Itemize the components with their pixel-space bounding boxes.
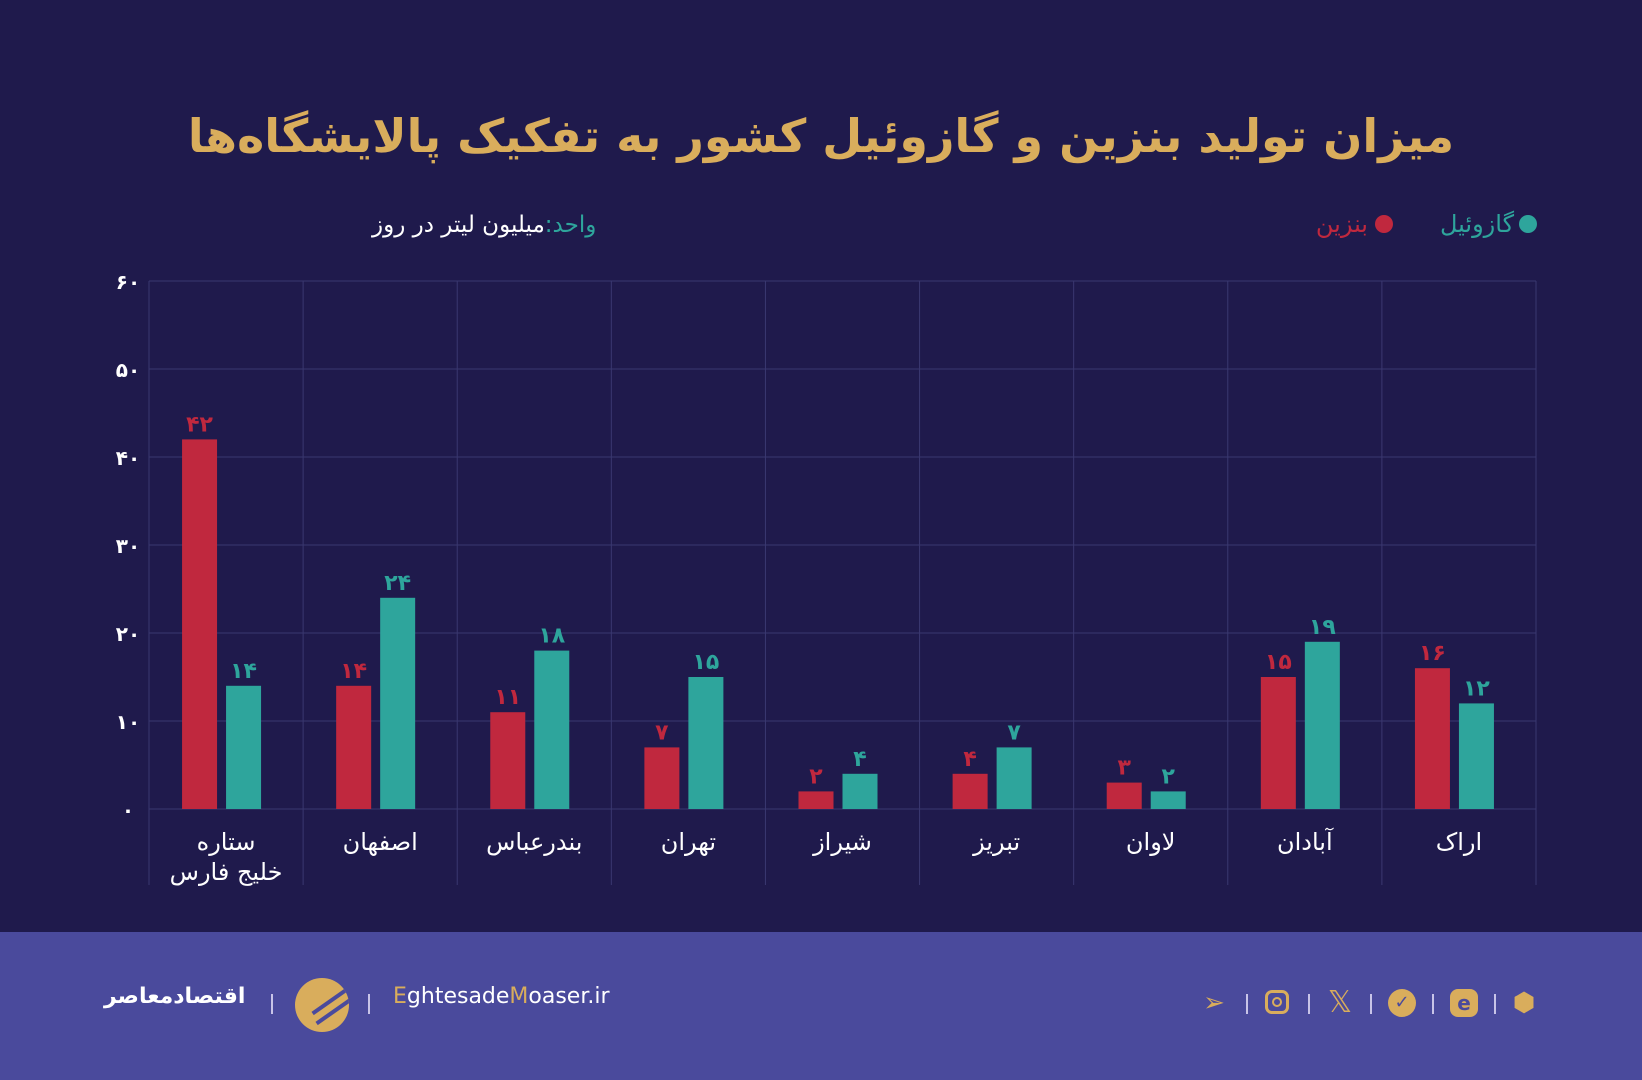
y-tick-label: ۱۰ — [116, 710, 140, 734]
x-tick-label: ستاره — [197, 828, 256, 856]
unit-value: میلیون لیتر در روز — [371, 212, 545, 238]
bar-diesel — [1304, 641, 1340, 809]
data-label: ۱۲ — [1463, 676, 1490, 701]
divider — [1246, 994, 1248, 1014]
data-label: ۱۴ — [230, 659, 257, 684]
y-tick-label: ۰ — [122, 798, 134, 822]
site-m: M — [509, 984, 529, 1009]
data-label: ۴۲ — [186, 412, 213, 437]
legend-label-petrol: بنزین — [1316, 210, 1368, 238]
bar-chart: میزان تولید بنزین و گازوئیل کشور به تفکی… — [116, 109, 1537, 886]
legend-marker-petrol — [1375, 215, 1393, 233]
divider — [1494, 994, 1496, 1014]
site-e: E — [393, 984, 407, 1009]
x-tick-label: شیراز — [812, 828, 872, 856]
bar-diesel — [688, 677, 724, 809]
site-part: ghtesade — [406, 984, 510, 1009]
eitaa-icon[interactable]: e — [1448, 987, 1480, 1019]
x-tick-label: بندرعباس — [486, 828, 582, 856]
legend-marker-diesel — [1519, 215, 1537, 233]
divider — [368, 994, 370, 1014]
y-tick-label: ۵۰ — [116, 358, 140, 382]
x-tick-label: اراک — [1436, 828, 1482, 856]
chart-title: میزان تولید بنزین و گازوئیل کشور به تفکی… — [188, 109, 1454, 164]
bar-petrol — [490, 712, 526, 809]
bale-icon[interactable]: ✓ — [1386, 987, 1418, 1019]
data-label: ۱۶ — [1419, 641, 1446, 666]
bar-diesel — [1150, 791, 1186, 809]
x-tick-label: تبریز — [972, 828, 1020, 856]
data-label: ۴ — [963, 747, 976, 772]
divider — [1370, 994, 1372, 1014]
bar-petrol — [182, 439, 218, 809]
x-tick-label: تهران — [661, 828, 716, 856]
brand-logo — [295, 978, 349, 1032]
bar-diesel — [842, 773, 878, 809]
brand-name: اقتصادمعاصر — [104, 984, 246, 1009]
data-label: ۳ — [1118, 756, 1132, 781]
legend-label-diesel: گازوئیل — [1440, 210, 1515, 238]
data-label: ۱۵ — [692, 650, 719, 675]
divider — [1308, 994, 1310, 1014]
unit-label: واحد: — [545, 212, 597, 238]
bar-diesel — [996, 747, 1032, 809]
data-label: ۲۴ — [384, 571, 411, 596]
data-label: ۱۵ — [1265, 650, 1292, 675]
bar-petrol — [798, 791, 834, 809]
rubika-icon[interactable]: ⬢ — [1512, 988, 1536, 1018]
x-tick-label: خلیج فارس — [170, 858, 283, 886]
data-label: ۱۸ — [538, 624, 565, 649]
divider — [1432, 994, 1434, 1014]
bar-diesel — [534, 650, 570, 809]
y-tick-label: ۲۰ — [116, 622, 140, 646]
footer: اقتصادمعاصر EghtesadeMoaser.ir ➢ 𝕏 ✓ e ⬢ — [0, 932, 1642, 1080]
bar-petrol — [952, 773, 988, 809]
bar-petrol — [1260, 677, 1296, 809]
x-icon[interactable]: 𝕏 — [1327, 985, 1353, 1020]
data-label: ۷ — [1007, 720, 1021, 745]
unit-note: واحد:میلیون لیتر در روز — [371, 212, 596, 238]
data-label: ۱۹ — [1309, 615, 1336, 640]
instagram-icon[interactable] — [1262, 987, 1294, 1019]
data-label: ۲ — [1162, 764, 1176, 789]
x-tick-label: لاوان — [1126, 828, 1176, 856]
telegram-icon[interactable]: ➢ — [1203, 988, 1225, 1018]
bar-diesel — [1458, 703, 1494, 809]
bar-petrol — [644, 747, 680, 809]
x-tick-label: اصفهان — [343, 828, 418, 856]
bar-petrol — [1106, 782, 1142, 809]
bar-diesel — [226, 685, 262, 809]
data-label: ۲ — [809, 764, 823, 789]
x-tick-label: آبادان — [1277, 827, 1334, 856]
legend: گازوئیل بنزین — [1316, 210, 1537, 238]
y-tick-label: ۳۰ — [116, 534, 140, 558]
divider — [271, 994, 273, 1014]
data-label: ۱۴ — [340, 659, 367, 684]
site-rest: oaser.ir — [528, 984, 610, 1009]
data-label: ۱۱ — [494, 685, 521, 710]
bar-petrol — [336, 685, 372, 809]
data-label: ۷ — [655, 720, 669, 745]
y-tick-label: ۴۰ — [116, 446, 140, 470]
data-label: ۴ — [853, 747, 866, 772]
bar-petrol — [1414, 668, 1450, 809]
bar-diesel — [380, 597, 416, 809]
website-link[interactable]: EghtesadeMoaser.ir — [393, 984, 610, 1009]
y-tick-label: ۶۰ — [116, 270, 140, 294]
